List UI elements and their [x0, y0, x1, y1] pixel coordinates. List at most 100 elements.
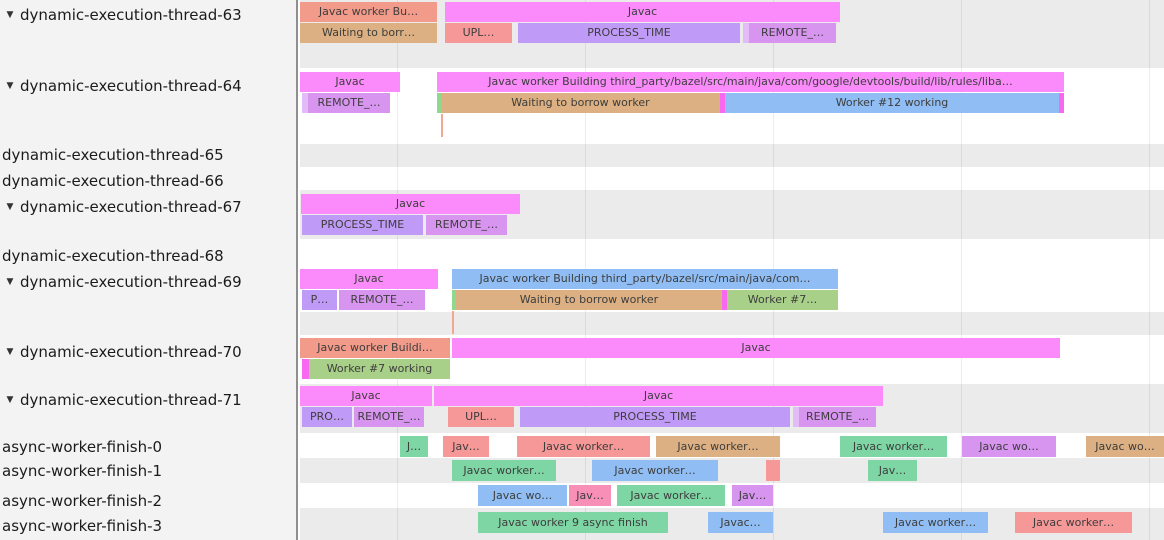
timeline-event-bar[interactable]: Javac worker… — [592, 460, 718, 481]
timeline-event-bar[interactable]: Javac wo… — [962, 436, 1056, 457]
timeline-event-sliver[interactable] — [302, 359, 309, 379]
sidebar-row-dynamic-execution-thread-70[interactable]: ▼ dynamic-execution-thread-70 — [0, 342, 296, 362]
timeline-event-bar[interactable]: J… — [400, 436, 428, 457]
timeline-event-bar[interactable]: Javac worker Bu… — [300, 2, 437, 22]
instant-event-tick[interactable] — [441, 114, 443, 137]
timeline-event-bar[interactable]: PROCESS_TIME — [302, 215, 423, 235]
sidebar-row-dynamic-execution-thread-71[interactable]: ▼ dynamic-execution-thread-71 — [0, 390, 296, 410]
sidebar-row-dynamic-execution-thread-66[interactable]: dynamic-execution-thread-66 — [0, 171, 296, 191]
timeline-row-band — [300, 458, 1164, 483]
timeline-event-bar[interactable]: Jav… — [443, 436, 489, 457]
timeline-event-sliver[interactable] — [437, 93, 441, 113]
thread-name-label: dynamic-execution-thread-69 — [20, 273, 242, 291]
timeline-event-bar[interactable]: Javac worker 9 async finish — [478, 512, 668, 533]
expand-collapse-arrow-icon[interactable]: ▼ — [6, 81, 14, 91]
expand-collapse-arrow-icon[interactable]: ▼ — [6, 347, 14, 357]
timeline-event-sliver[interactable] — [743, 23, 749, 43]
timeline-event-bar[interactable]: Worker #7 working — [309, 359, 450, 379]
timeline-event-bar[interactable]: Javac wo… — [1086, 436, 1164, 457]
sidebar-row-async-worker-finish-1[interactable]: async-worker-finish-1 — [0, 461, 296, 481]
sidebar-row-async-worker-finish-0[interactable]: async-worker-finish-0 — [0, 437, 296, 457]
sidebar-row-dynamic-execution-thread-63[interactable]: ▼ dynamic-execution-thread-63 — [0, 5, 296, 25]
sidebar-row-dynamic-execution-thread-68[interactable]: dynamic-execution-thread-68 — [0, 246, 296, 266]
timeline-event-bar[interactable]: Worker #12 working — [725, 93, 1059, 113]
thread-name-label: dynamic-execution-thread-71 — [20, 391, 242, 409]
timeline-event-bar[interactable]: Javac — [300, 386, 432, 406]
timeline-event-sliver[interactable] — [302, 93, 308, 113]
timeline-event-bar[interactable]: REMOTE_… — [749, 23, 836, 43]
timeline-event-sliver[interactable] — [766, 460, 780, 481]
thread-name-label: async-worker-finish-2 — [2, 492, 163, 510]
thread-name-label: dynamic-execution-thread-63 — [20, 6, 242, 24]
timeline-event-bar[interactable]: Javac — [445, 2, 840, 22]
timeline-event-bar[interactable]: Javac worker… — [517, 436, 650, 457]
timeline-event-bar[interactable]: Javac worker… — [452, 460, 556, 481]
timeline-event-bar[interactable]: Waiting to borr… — [300, 23, 437, 43]
thread-list-sidebar: ▼ dynamic-execution-thread-63 ▼ dynamic-exe… — [0, 0, 298, 540]
timeline-event-bar[interactable]: REMOTE_… — [799, 407, 876, 427]
timeline-event-bar[interactable]: Javac — [434, 386, 883, 406]
timeline-event-bar[interactable]: REMOTE_… — [426, 215, 507, 235]
timeline-event-bar[interactable]: Jav… — [569, 485, 611, 506]
timeline-event-bar[interactable]: REMOTE_… — [354, 407, 424, 427]
timeline-event-bar[interactable]: Waiting to borrow worker — [441, 93, 720, 113]
timeline-row-band — [300, 312, 1164, 335]
timeline-event-bar[interactable]: PROCESS_TIME — [518, 23, 740, 43]
timeline-event-sliver[interactable] — [452, 290, 456, 310]
sidebar-row-async-worker-finish-3[interactable]: async-worker-finish-3 — [0, 516, 296, 536]
thread-name-label: async-worker-finish-1 — [2, 462, 163, 480]
timeline-event-bar[interactable]: REMOTE_… — [339, 290, 425, 310]
timeline-canvas[interactable]: Javac worker Bu… Javac Waiting to borr… UPL… — [300, 0, 1164, 540]
expand-collapse-arrow-icon[interactable]: ▼ — [6, 10, 14, 20]
sidebar-row-dynamic-execution-thread-65[interactable]: dynamic-execution-thread-65 — [0, 145, 296, 165]
timeline-event-bar[interactable]: Jav… — [868, 460, 917, 481]
timeline-event-bar[interactable]: P… — [302, 290, 337, 310]
thread-name-label: dynamic-execution-thread-67 — [20, 198, 242, 216]
timeline-event-bar[interactable]: Javac — [300, 72, 400, 92]
thread-name-label: async-worker-finish-0 — [2, 438, 163, 456]
sidebar-row-dynamic-execution-thread-64[interactable]: ▼ dynamic-execution-thread-64 — [0, 76, 296, 96]
thread-name-label: dynamic-execution-thread-64 — [20, 77, 242, 95]
timeline-event-bar[interactable]: Javac wo… — [478, 485, 567, 506]
instant-event-tick[interactable] — [452, 311, 454, 334]
timeline-event-bar[interactable]: Javac… — [708, 512, 773, 533]
thread-name-label: dynamic-execution-thread-65 — [2, 146, 224, 164]
thread-name-label: dynamic-execution-thread-66 — [2, 172, 224, 190]
timeline-event-bar[interactable]: Javac — [300, 269, 438, 289]
timeline-event-bar[interactable]: Javac — [301, 194, 520, 214]
timeline-event-bar[interactable]: Javac worker… — [617, 485, 725, 506]
timeline-row-band — [300, 144, 1164, 167]
timeline-event-bar[interactable]: Jav… — [732, 485, 773, 506]
timeline-event-sliver[interactable] — [722, 290, 727, 310]
expand-collapse-arrow-icon[interactable]: ▼ — [6, 277, 14, 287]
sidebar-row-dynamic-execution-thread-67[interactable]: ▼ dynamic-execution-thread-67 — [0, 197, 296, 217]
thread-name-label: dynamic-execution-thread-70 — [20, 343, 242, 361]
sidebar-row-async-worker-finish-2[interactable]: async-worker-finish-2 — [0, 491, 296, 511]
expand-collapse-arrow-icon[interactable]: ▼ — [6, 395, 14, 405]
timeline-event-bar[interactable]: Worker #7… — [727, 290, 838, 310]
timeline-event-bar[interactable]: Javac — [452, 338, 1060, 358]
timeline-event-bar[interactable]: Javac worker Building third_party/bazel/… — [437, 72, 1064, 92]
timeline-event-sliver[interactable] — [720, 93, 725, 113]
timeline-event-bar[interactable]: PROCESS_TIME — [520, 407, 790, 427]
timeline-event-bar[interactable]: PRO… — [302, 407, 352, 427]
timeline-event-bar[interactable]: REMOTE_… — [308, 93, 390, 113]
timeline-event-bar[interactable]: UPL… — [445, 23, 512, 43]
time-gridline — [961, 0, 962, 540]
timeline-event-bar[interactable]: Javac worker Buildi… — [300, 338, 450, 358]
time-gridline — [1149, 0, 1150, 540]
thread-name-label: dynamic-execution-thread-68 — [2, 247, 224, 265]
timeline-event-bar[interactable]: UPL… — [448, 407, 514, 427]
timeline-event-bar[interactable]: Javac worker… — [1015, 512, 1132, 533]
timeline-event-bar[interactable]: Javac worker… — [883, 512, 988, 533]
thread-name-label: async-worker-finish-3 — [2, 517, 163, 535]
timeline-event-bar[interactable]: Waiting to borrow worker — [456, 290, 722, 310]
sidebar-row-dynamic-execution-thread-69[interactable]: ▼ dynamic-execution-thread-69 — [0, 272, 296, 292]
timeline-event-bar[interactable]: Javac worker… — [840, 436, 947, 457]
timeline-event-sliver[interactable] — [1059, 93, 1064, 113]
timeline-event-sliver[interactable] — [793, 407, 799, 427]
expand-collapse-arrow-icon[interactable]: ▼ — [6, 202, 14, 212]
timeline-event-bar[interactable]: Javac worker Building third_party/bazel/… — [452, 269, 838, 289]
timeline-event-bar[interactable]: Javac worker… — [656, 436, 780, 457]
